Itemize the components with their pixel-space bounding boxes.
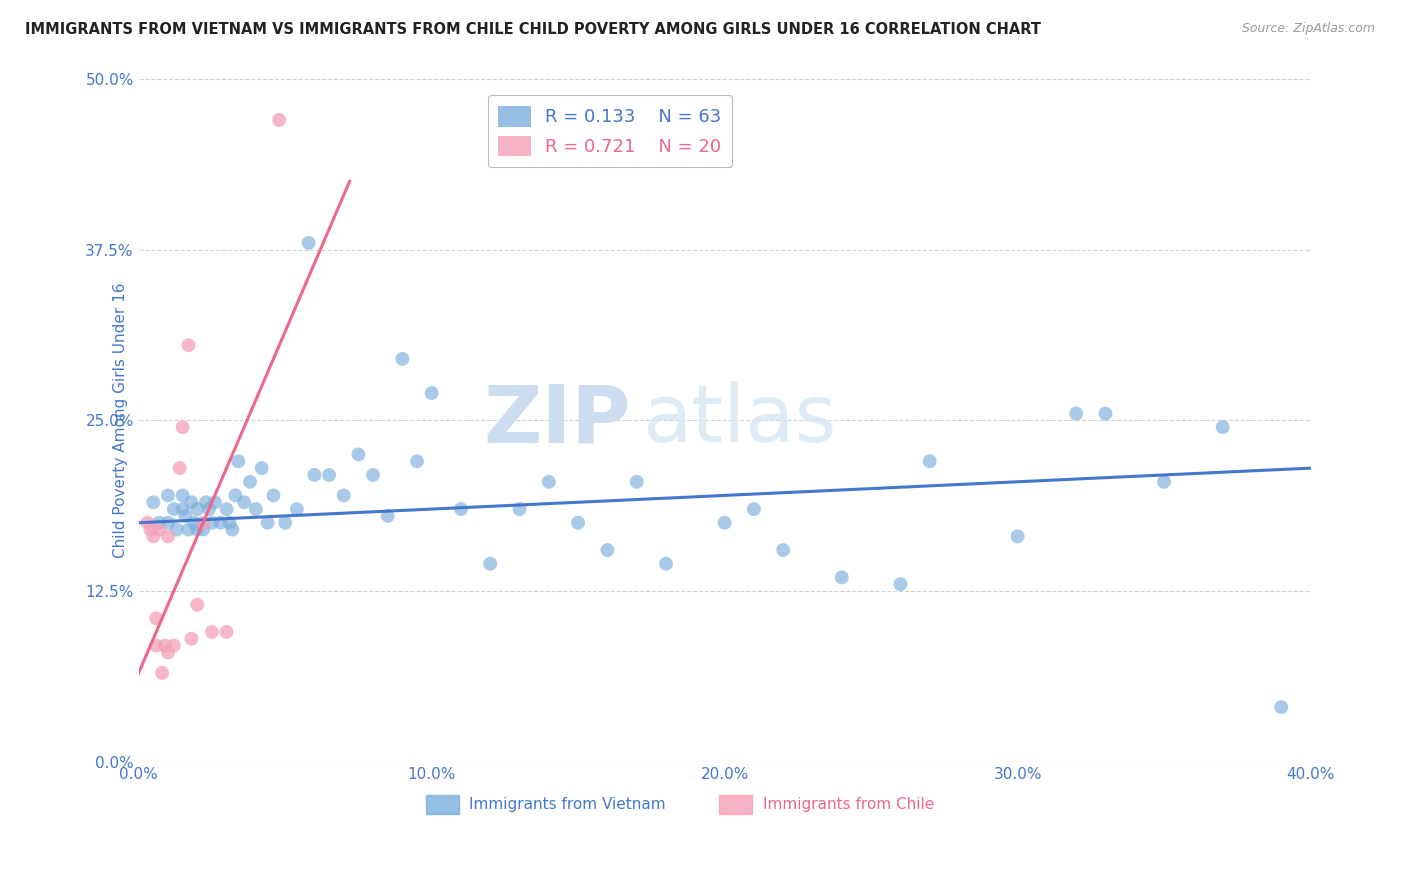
Point: [772, 543, 794, 558]
Point: [186, 598, 208, 612]
Point: [183, 516, 205, 530]
Point: [145, 611, 167, 625]
Point: [172, 488, 194, 502]
Point: [318, 467, 340, 482]
Point: [713, 516, 735, 530]
Point: [233, 495, 256, 509]
FancyBboxPatch shape: [426, 795, 458, 814]
Point: [156, 516, 179, 530]
Point: [153, 639, 176, 653]
Point: [406, 454, 429, 468]
Point: [274, 516, 297, 530]
Point: [226, 454, 249, 468]
Point: [297, 235, 319, 250]
Point: [148, 516, 170, 530]
Point: [215, 624, 238, 639]
Point: [420, 386, 443, 401]
Point: [269, 112, 291, 127]
Point: [156, 488, 179, 502]
Point: [191, 523, 214, 537]
Point: [180, 495, 202, 509]
Point: [245, 502, 267, 516]
Point: [509, 502, 531, 516]
Point: [918, 454, 941, 468]
Text: atlas: atlas: [643, 381, 837, 459]
Point: [163, 502, 186, 516]
Text: Immigrants from Chile: Immigrants from Chile: [763, 797, 935, 813]
Point: [221, 523, 243, 537]
Point: [1094, 407, 1116, 421]
Point: [195, 495, 218, 509]
Point: [180, 632, 202, 646]
Point: [209, 516, 232, 530]
Point: [1064, 407, 1087, 421]
Point: [169, 461, 191, 475]
Point: [889, 577, 911, 591]
Point: [204, 495, 226, 509]
Point: [186, 523, 208, 537]
Point: [136, 516, 159, 530]
Text: IMMIGRANTS FROM VIETNAM VS IMMIGRANTS FROM CHILE CHILD POVERTY AMONG GIRLS UNDER: IMMIGRANTS FROM VIETNAM VS IMMIGRANTS FR…: [25, 22, 1042, 37]
Point: [1270, 700, 1292, 714]
Point: [377, 508, 399, 523]
Point: [156, 529, 179, 543]
FancyBboxPatch shape: [718, 795, 752, 814]
Point: [139, 523, 162, 537]
Point: [201, 516, 224, 530]
Point: [174, 508, 197, 523]
Point: [479, 557, 502, 571]
Point: [831, 570, 853, 584]
Point: [537, 475, 560, 489]
Point: [201, 624, 224, 639]
Point: [145, 639, 167, 653]
Point: [215, 502, 238, 516]
Point: [304, 467, 326, 482]
Point: [172, 502, 194, 516]
Point: [361, 467, 384, 482]
Point: [567, 516, 589, 530]
Y-axis label: Child Poverty Among Girls Under 16: Child Poverty Among Girls Under 16: [112, 283, 128, 558]
Point: [391, 351, 413, 366]
Point: [1153, 475, 1175, 489]
Point: [186, 502, 208, 516]
Text: Source: ZipAtlas.com: Source: ZipAtlas.com: [1241, 22, 1375, 36]
Text: Immigrants from Vietnam: Immigrants from Vietnam: [470, 797, 666, 813]
Point: [177, 523, 200, 537]
Legend: R = 0.133    N = 63, R = 0.721    N = 20: R = 0.133 N = 63, R = 0.721 N = 20: [488, 95, 733, 167]
Point: [198, 502, 221, 516]
Point: [172, 420, 194, 434]
Point: [218, 516, 240, 530]
Point: [156, 645, 179, 659]
Point: [191, 516, 214, 530]
Text: ZIP: ZIP: [484, 381, 631, 459]
Point: [1212, 420, 1234, 434]
Point: [166, 523, 188, 537]
Point: [262, 488, 284, 502]
Point: [148, 523, 170, 537]
Point: [250, 461, 273, 475]
Point: [347, 447, 370, 461]
Point: [224, 488, 246, 502]
Point: [142, 529, 165, 543]
Point: [450, 502, 472, 516]
Point: [285, 502, 308, 516]
Point: [142, 495, 165, 509]
Point: [596, 543, 619, 558]
Point: [256, 516, 278, 530]
Point: [742, 502, 765, 516]
Point: [332, 488, 354, 502]
Point: [239, 475, 262, 489]
Point: [150, 665, 173, 680]
Point: [1007, 529, 1029, 543]
Point: [655, 557, 678, 571]
Point: [177, 338, 200, 352]
Point: [626, 475, 648, 489]
Point: [163, 639, 186, 653]
